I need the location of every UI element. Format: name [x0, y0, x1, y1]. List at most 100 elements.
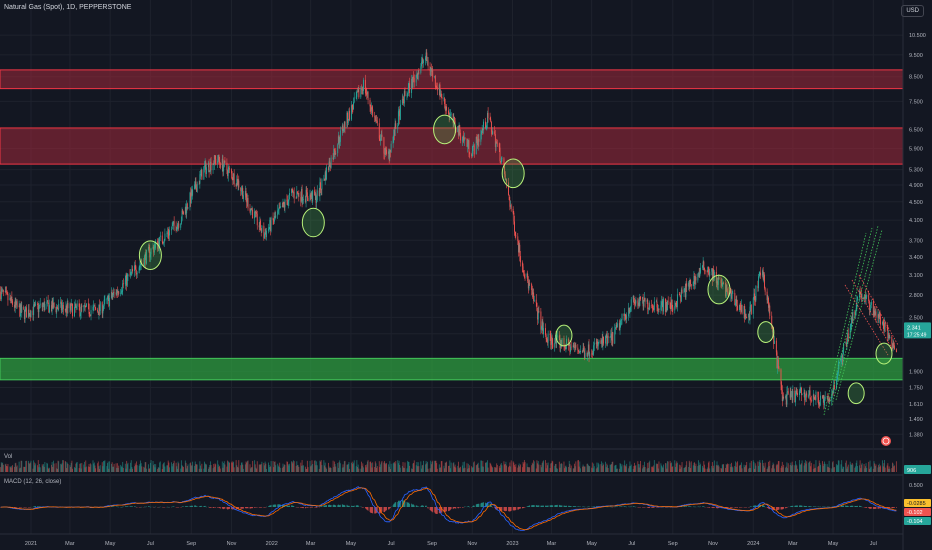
- currency-button[interactable]: USD: [901, 5, 924, 17]
- candle-body: [533, 299, 535, 301]
- volume-bar: [301, 460, 303, 472]
- volume-bar: [564, 468, 566, 472]
- candle-body: [732, 293, 734, 294]
- macd-histogram-bar: [111, 506, 112, 507]
- candle-body: [62, 305, 64, 310]
- candle-body: [250, 208, 252, 210]
- candle-body: [690, 284, 692, 287]
- volume-bar: [240, 462, 242, 472]
- candle-body: [16, 301, 17, 305]
- volume-bar: [831, 462, 833, 472]
- volume-bar: [663, 464, 665, 472]
- volume-bar: [745, 465, 747, 472]
- volume-bar: [803, 465, 805, 472]
- macd-histogram-bar: [111, 506, 113, 507]
- volume-bar: [254, 460, 256, 472]
- candle-body: [735, 299, 737, 303]
- volume-bar: [399, 467, 401, 472]
- candle-body: [667, 301, 668, 311]
- macd-histogram-bar: [753, 505, 755, 507]
- candle-body: [268, 227, 270, 230]
- volume-bar: [476, 464, 478, 472]
- macd-histogram-bar: [333, 504, 335, 507]
- candle-body: [441, 96, 443, 100]
- volume-bar: [194, 461, 196, 472]
- candle-body: [573, 345, 575, 348]
- volume-bar: [852, 464, 854, 472]
- macd-histogram-bar: [273, 504, 275, 507]
- candle-body: [638, 302, 640, 306]
- candle-body: [574, 347, 575, 348]
- macd-histogram-bar: [569, 506, 571, 507]
- volume-bar: [47, 463, 48, 472]
- candle-body: [720, 279, 722, 284]
- volume-bar: [740, 464, 742, 472]
- candle-body: [11, 296, 13, 301]
- candle-body: [353, 102, 354, 110]
- candle-body: [547, 333, 549, 343]
- volume-bar: [674, 467, 676, 472]
- x-tick-label: Jul: [388, 541, 395, 547]
- macd-histogram-bar: [403, 500, 405, 507]
- volume-bar: [870, 467, 872, 472]
- y-tick-label: 4.900: [909, 183, 923, 189]
- volume-bar: [223, 461, 225, 472]
- volume-bar: [709, 468, 711, 472]
- candle-body: [420, 66, 422, 73]
- candle-body: [360, 89, 362, 98]
- macd-histogram-bar: [238, 507, 240, 509]
- volume-bar: [563, 461, 565, 472]
- macd-histogram-bar: [849, 505, 851, 507]
- candle-body: [565, 346, 567, 350]
- candle-body: [94, 305, 96, 308]
- volume-bar: [893, 465, 895, 472]
- volume-bar: [583, 466, 585, 472]
- macd-histogram-bar: [762, 504, 763, 507]
- candle-body: [352, 108, 354, 110]
- candle-body: [12, 300, 13, 305]
- candle-body: [841, 358, 843, 361]
- candle-body: [367, 92, 369, 100]
- volume-bar: [584, 466, 586, 472]
- candle-body: [207, 162, 209, 168]
- macd-histogram-bar: [436, 507, 438, 514]
- volume-bar: [486, 462, 488, 472]
- volume-bar: [797, 468, 798, 472]
- macd-histogram-bar: [688, 506, 690, 507]
- macd-histogram-bar: [792, 505, 794, 507]
- volume-bar: [595, 468, 597, 472]
- candle-body: [231, 173, 233, 180]
- volume-bar: [690, 468, 692, 472]
- macd-histogram-bar: [703, 506, 705, 507]
- volume-bar: [649, 460, 651, 472]
- candle-body: [397, 125, 399, 129]
- macd-histogram-bar: [815, 506, 817, 507]
- volume-bar: [80, 468, 82, 472]
- candle-body: [634, 303, 636, 305]
- candle-body: [490, 121, 492, 132]
- volume-bar: [93, 463, 95, 472]
- candle-body: [865, 297, 867, 299]
- volume-bar: [423, 460, 424, 472]
- volume-bar: [6, 465, 8, 472]
- candle-body: [200, 169, 202, 175]
- macd-histogram-bar: [335, 505, 337, 507]
- volume-bar: [620, 463, 622, 472]
- volume-bar: [776, 463, 778, 472]
- candle-body: [374, 116, 376, 118]
- volume-bar: [855, 466, 856, 472]
- candle-body: [227, 170, 229, 177]
- volume-bar: [475, 465, 477, 472]
- macd-histogram-bar: [527, 506, 529, 507]
- volume-bar: [29, 462, 31, 472]
- candle-body: [240, 190, 242, 192]
- macd-histogram-bar: [343, 505, 345, 507]
- candle-body: [184, 207, 186, 215]
- volume-bar: [366, 464, 368, 472]
- candle-body: [663, 298, 665, 312]
- volume-bar: [157, 467, 159, 472]
- candle-body: [206, 167, 207, 175]
- candle-body: [74, 303, 76, 307]
- candle-body: [173, 221, 175, 226]
